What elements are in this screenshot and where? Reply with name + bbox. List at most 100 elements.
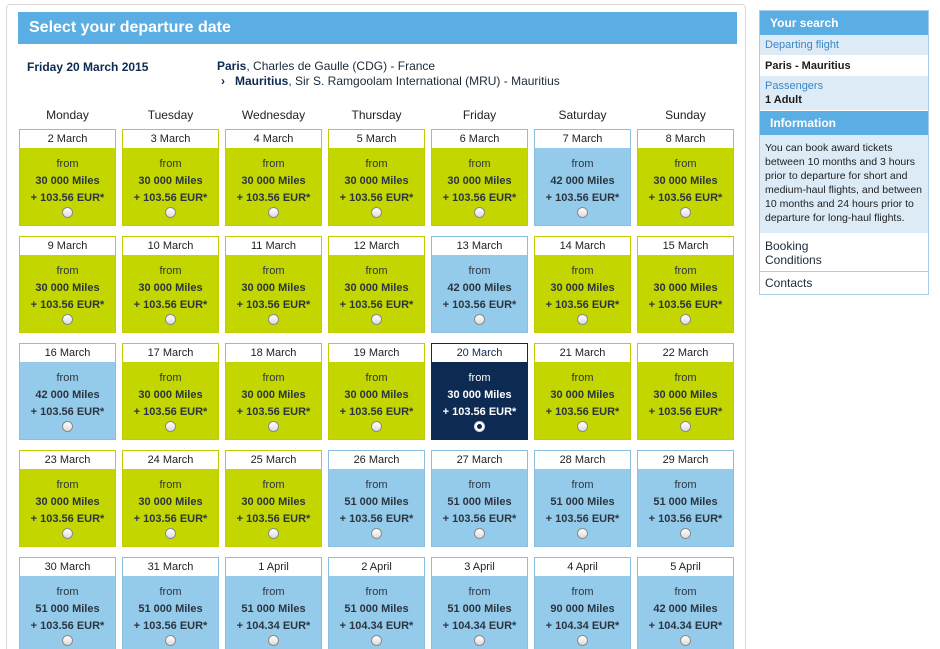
date-cell[interactable]: 11 March from 30 000 Miles + 103.56 EUR* — [225, 236, 322, 333]
fare-info: from 90 000 Miles + 104.34 EUR* — [535, 576, 630, 646]
date-label: 14 March — [535, 237, 630, 255]
route-summary: Paris, Charles de Gaulle (CDG) - France … — [217, 59, 560, 89]
date-cell[interactable]: 5 March from 30 000 Miles + 103.56 EUR* — [328, 129, 425, 226]
radio-button[interactable] — [474, 528, 485, 539]
radio-button[interactable] — [680, 528, 691, 539]
date-label: 19 March — [329, 344, 424, 362]
price-value: + 103.56 EUR* — [133, 406, 208, 418]
date-label: 20 March — [432, 344, 527, 362]
date-cell[interactable]: 7 March from 42 000 Miles + 103.56 EUR* — [534, 129, 631, 226]
date-cell[interactable]: 1 April from 51 000 Miles + 104.34 EUR* — [225, 557, 322, 649]
date-cell[interactable]: 27 March from 51 000 Miles + 103.56 EUR* — [431, 450, 528, 547]
date-cell[interactable]: 20 March from 30 000 Miles + 103.56 EUR* — [431, 343, 528, 440]
radio-button[interactable] — [371, 207, 382, 218]
radio-button[interactable] — [680, 314, 691, 325]
from-label: from — [365, 479, 388, 491]
date-cell[interactable]: 12 March from 30 000 Miles + 103.56 EUR* — [328, 236, 425, 333]
radio-selected[interactable] — [474, 421, 485, 432]
date-cell[interactable]: 29 March from 51 000 Miles + 103.56 EUR* — [637, 450, 734, 547]
booking-conditions-link[interactable]: Booking Conditions — [760, 233, 840, 271]
date-label: 24 March — [123, 451, 218, 469]
date-cell[interactable]: 13 March from 42 000 Miles + 103.56 EUR* — [431, 236, 528, 333]
fare-info: from 30 000 Miles + 103.56 EUR* — [226, 362, 321, 432]
fare-info: from 30 000 Miles + 103.56 EUR* — [123, 362, 218, 432]
radio-button[interactable] — [371, 528, 382, 539]
weekday-tuesday: Tuesday — [147, 108, 194, 122]
radio-button[interactable] — [577, 528, 588, 539]
radio-button[interactable] — [165, 635, 176, 646]
radio-button[interactable] — [577, 421, 588, 432]
date-cell[interactable]: 30 March from 51 000 Miles + 103.56 EUR* — [19, 557, 116, 649]
date-cell[interactable]: 21 March from 30 000 Miles + 103.56 EUR* — [534, 343, 631, 440]
fare-info: from 51 000 Miles + 103.56 EUR* — [329, 469, 424, 539]
date-cell[interactable]: 9 March from 30 000 Miles + 103.56 EUR* — [19, 236, 116, 333]
radio-button[interactable] — [371, 421, 382, 432]
fare-info: from 51 000 Miles + 103.56 EUR* — [123, 576, 218, 646]
contacts-link[interactable]: Contacts — [760, 271, 928, 294]
date-cell[interactable]: 14 March from 30 000 Miles + 103.56 EUR* — [534, 236, 631, 333]
date-cell[interactable]: 16 March from 42 000 Miles + 103.56 EUR* — [19, 343, 116, 440]
radio-button[interactable] — [268, 421, 279, 432]
radio-button[interactable] — [62, 207, 73, 218]
radio-button[interactable] — [577, 314, 588, 325]
fare-info: from 30 000 Miles + 103.56 EUR* — [20, 148, 115, 218]
radio-button[interactable] — [62, 635, 73, 646]
radio-button[interactable] — [577, 207, 588, 218]
radio-button[interactable] — [165, 207, 176, 218]
price-value: + 103.56 EUR* — [339, 299, 414, 311]
miles-value: 30 000 Miles — [344, 282, 409, 294]
date-cell[interactable]: 24 March from 30 000 Miles + 103.56 EUR* — [122, 450, 219, 547]
date-cell[interactable]: 10 March from 30 000 Miles + 103.56 EUR* — [122, 236, 219, 333]
date-cell[interactable]: 4 March from 30 000 Miles + 103.56 EUR* — [225, 129, 322, 226]
radio-button[interactable] — [371, 635, 382, 646]
date-cell[interactable]: 3 March from 30 000 Miles + 103.56 EUR* — [122, 129, 219, 226]
date-cell[interactable]: 22 March from 30 000 Miles + 103.56 EUR* — [637, 343, 734, 440]
from-label: from — [56, 372, 79, 384]
date-label: 30 March — [20, 558, 115, 576]
date-cell[interactable]: 26 March from 51 000 Miles + 103.56 EUR* — [328, 450, 425, 547]
date-cell[interactable]: 2 April from 51 000 Miles + 104.34 EUR* — [328, 557, 425, 649]
radio-button[interactable] — [268, 314, 279, 325]
radio-button[interactable] — [474, 314, 485, 325]
date-cell[interactable]: 23 March from 30 000 Miles + 103.56 EUR* — [19, 450, 116, 547]
radio-button[interactable] — [165, 528, 176, 539]
selected-date-label: Friday 20 March 2015 — [27, 60, 149, 74]
date-cell[interactable]: 18 March from 30 000 Miles + 103.56 EUR* — [225, 343, 322, 440]
radio-button[interactable] — [268, 635, 279, 646]
from-label: from — [674, 265, 697, 277]
date-cell[interactable]: 5 April from 42 000 Miles + 104.34 EUR* — [637, 557, 734, 649]
date-cell[interactable]: 6 March from 30 000 Miles + 103.56 EUR* — [431, 129, 528, 226]
price-value: + 103.56 EUR* — [236, 192, 311, 204]
date-cell[interactable]: 3 April from 51 000 Miles + 104.34 EUR* — [431, 557, 528, 649]
radio-button[interactable] — [474, 635, 485, 646]
radio-button[interactable] — [371, 314, 382, 325]
date-cell[interactable]: 28 March from 51 000 Miles + 103.56 EUR* — [534, 450, 631, 547]
date-cell[interactable]: 4 April from 90 000 Miles + 104.34 EUR* — [534, 557, 631, 649]
radio-button[interactable] — [680, 421, 691, 432]
date-cell[interactable]: 31 March from 51 000 Miles + 103.56 EUR* — [122, 557, 219, 649]
radio-button[interactable] — [165, 421, 176, 432]
date-cell[interactable]: 19 March from 30 000 Miles + 103.56 EUR* — [328, 343, 425, 440]
miles-value: 30 000 Miles — [344, 175, 409, 187]
date-cell[interactable]: 8 March from 30 000 Miles + 103.56 EUR* — [637, 129, 734, 226]
from-label: from — [571, 265, 594, 277]
radio-button[interactable] — [680, 635, 691, 646]
radio-button[interactable] — [268, 528, 279, 539]
fare-info: from 30 000 Miles + 103.56 EUR* — [535, 362, 630, 432]
radio-button[interactable] — [62, 528, 73, 539]
radio-button[interactable] — [474, 207, 485, 218]
date-label: 9 March — [20, 237, 115, 255]
radio-button[interactable] — [577, 635, 588, 646]
date-cell[interactable]: 17 March from 30 000 Miles + 103.56 EUR* — [122, 343, 219, 440]
date-cell[interactable]: 2 March from 30 000 Miles + 103.56 EUR* — [19, 129, 116, 226]
radio-button[interactable] — [165, 314, 176, 325]
date-cell[interactable]: 15 March from 30 000 Miles + 103.56 EUR* — [637, 236, 734, 333]
radio-button[interactable] — [62, 314, 73, 325]
from-label: from — [159, 479, 182, 491]
radio-button[interactable] — [62, 421, 73, 432]
radio-button[interactable] — [268, 207, 279, 218]
origin-detail: , Charles de Gaulle (CDG) - France — [246, 59, 436, 73]
price-value: + 103.56 EUR* — [442, 406, 517, 418]
date-cell[interactable]: 25 March from 30 000 Miles + 103.56 EUR* — [225, 450, 322, 547]
radio-button[interactable] — [680, 207, 691, 218]
